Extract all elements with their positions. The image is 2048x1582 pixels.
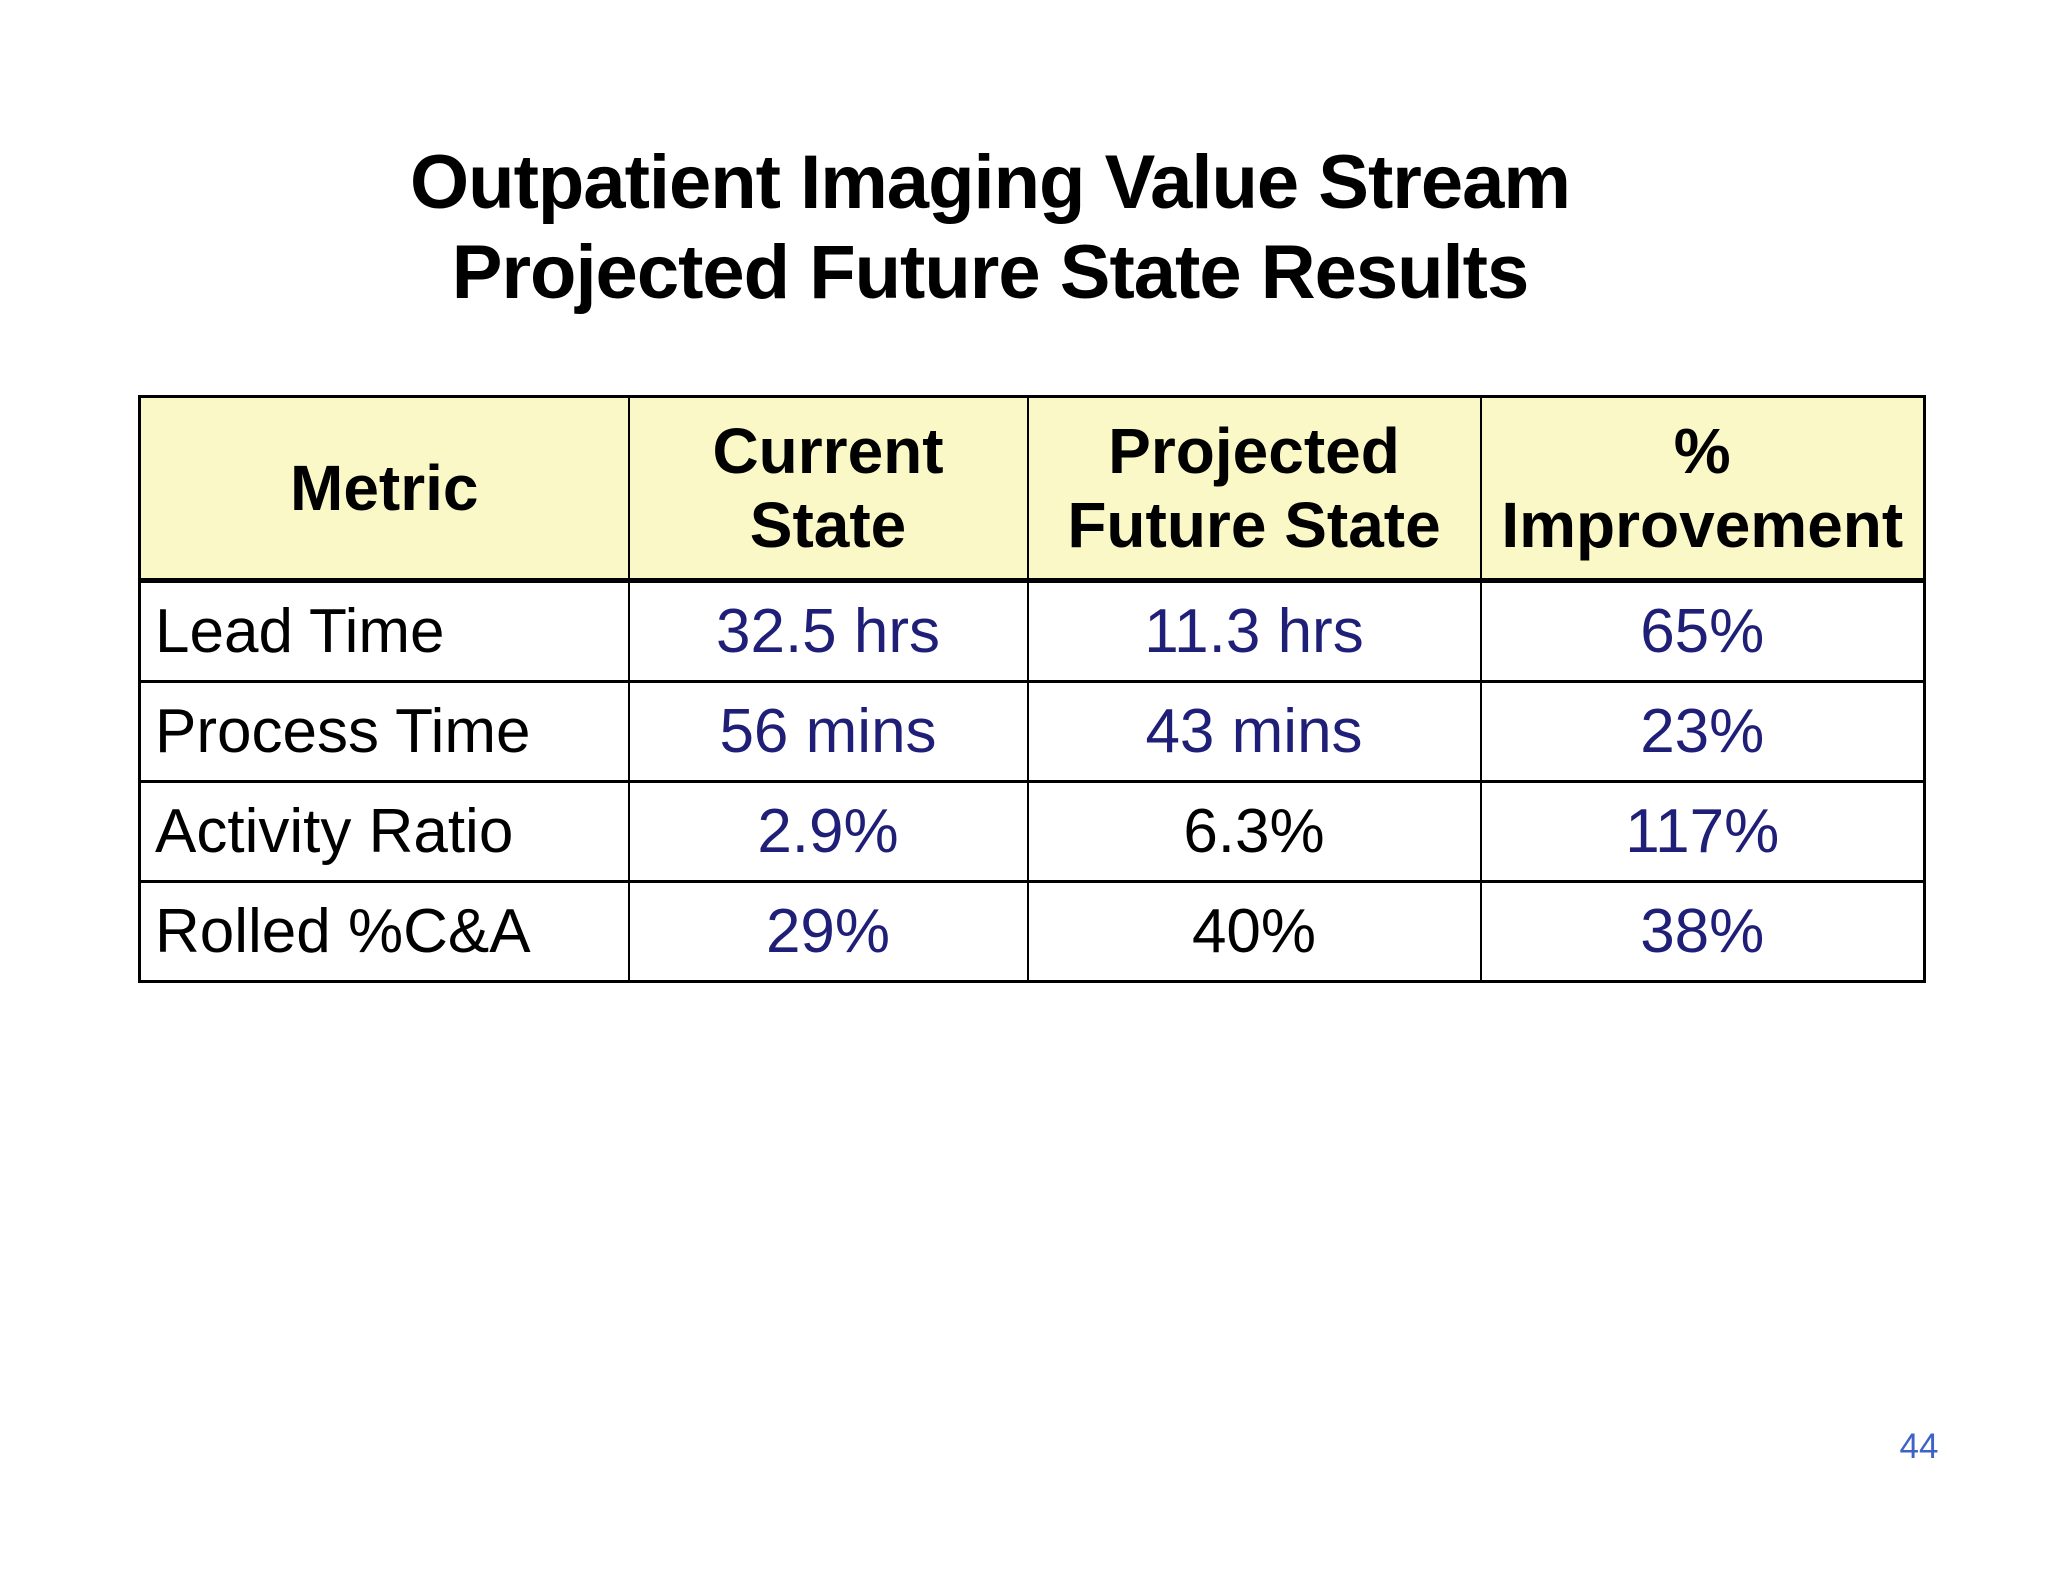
metric-label: Activity Ratio bbox=[138, 780, 630, 883]
value-cell: 6.3% bbox=[1026, 780, 1482, 883]
value-cell: 65% bbox=[1479, 579, 1926, 683]
value-cell: 117% bbox=[1479, 780, 1926, 883]
table-row: Process Time 56 mins 43 mins 23% bbox=[138, 680, 1926, 783]
column-header-metric: Metric bbox=[138, 395, 630, 583]
value-cell: 23% bbox=[1479, 680, 1926, 783]
slide-title-line2: Projected Future State Results bbox=[451, 230, 1530, 315]
table-row: Activity Ratio 2.9% 6.3% 117% bbox=[138, 780, 1926, 883]
value-cell: 11.3 hrs bbox=[1026, 579, 1482, 683]
column-header-projected-future-state: Projected Future State bbox=[1026, 395, 1482, 583]
metric-label: Rolled %C&A bbox=[138, 880, 630, 983]
slide-title: Outpatient Imaging Value Stream Projecte… bbox=[0, 138, 1980, 318]
table-row: Rolled %C&A 29% 40% 38% bbox=[138, 880, 1926, 983]
value-cell: 56 mins bbox=[627, 680, 1029, 783]
value-cell: 2.9% bbox=[627, 780, 1029, 883]
value-cell: 32.5 hrs bbox=[627, 579, 1029, 683]
column-header-percent-improvement: % Improvement bbox=[1479, 395, 1926, 583]
value-cell: 29% bbox=[627, 880, 1029, 983]
metric-label: Process Time bbox=[138, 680, 630, 783]
value-cell: 43 mins bbox=[1026, 680, 1482, 783]
slide-title-line1: Outpatient Imaging Value Stream bbox=[410, 140, 1571, 225]
value-cell: 40% bbox=[1026, 880, 1482, 983]
results-table: Metric Current State Projected Future St… bbox=[138, 395, 1926, 983]
column-header-current-state: Current State bbox=[627, 395, 1029, 583]
table-row: Lead Time 32.5 hrs 11.3 hrs 65% bbox=[138, 579, 1926, 683]
metric-label: Lead Time bbox=[138, 579, 630, 683]
table-header-row: Metric Current State Projected Future St… bbox=[138, 395, 1926, 583]
value-cell: 38% bbox=[1479, 880, 1926, 983]
page-number: 44 bbox=[1899, 1427, 1939, 1466]
